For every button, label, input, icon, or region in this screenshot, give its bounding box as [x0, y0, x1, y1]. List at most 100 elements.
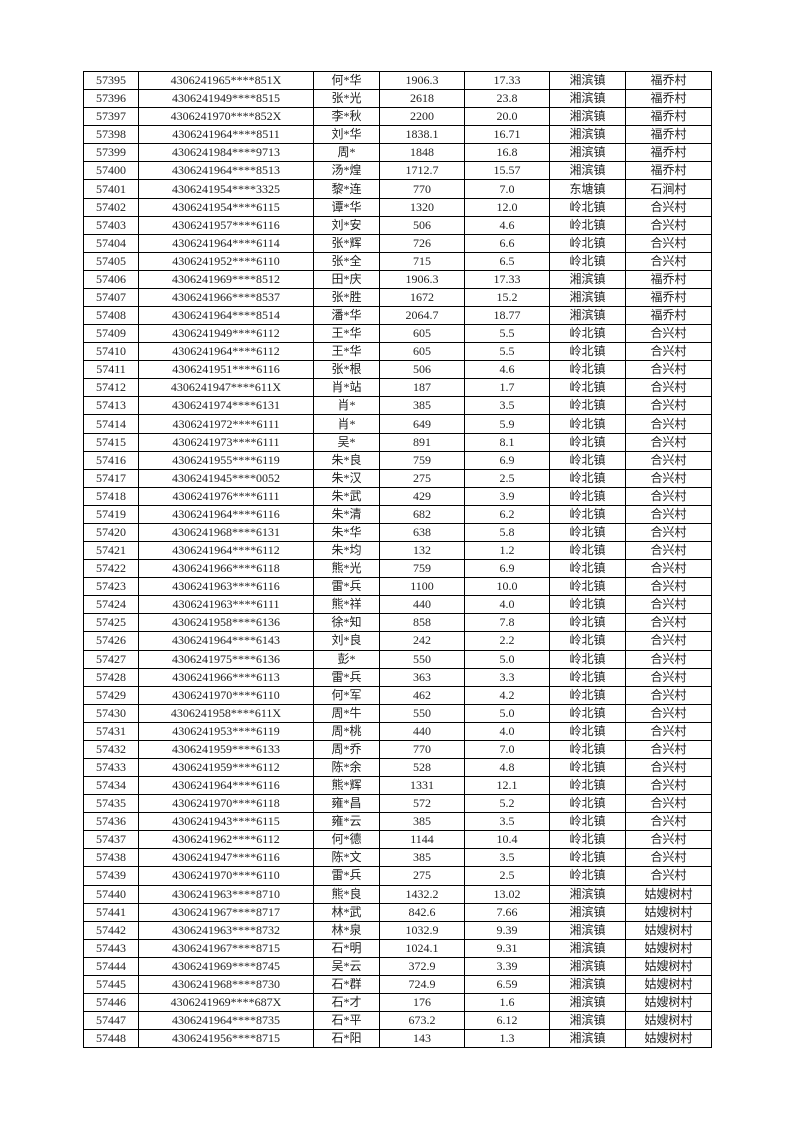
id-number-cell: 4306241964****8513	[138, 161, 314, 181]
name-cell: 石*明	[313, 938, 380, 958]
serial-number-cell: 57435	[83, 794, 139, 814]
amount-cell: 1331	[379, 776, 465, 796]
table-row: 57444 4306241969****8745 吴*云 372.9 3.39 湘滨镇 姑嫂…	[83, 956, 712, 976]
name-cell: 熊*光	[313, 559, 380, 579]
id-number-cell: 4306241967****8715	[138, 938, 314, 958]
serial-number-cell: 57415	[83, 432, 139, 452]
amount-cell: 759	[379, 450, 465, 470]
id-number-cell: 4306241947****611X	[138, 378, 314, 398]
table-row: 57397 4306241970****852X 李*秋 2200 20.0 湘滨镇 福乔村	[83, 107, 712, 127]
serial-number-cell: 57416	[83, 450, 139, 470]
table-row: 57407 4306241966****8537 张*胜 1672 15.2 湘滨镇 福乔村	[83, 287, 712, 308]
area-cell: 2.5	[464, 468, 550, 488]
town-cell: 岭北镇	[549, 667, 626, 687]
serial-number-cell: 57398	[83, 125, 139, 145]
area-cell: 15.2	[464, 287, 550, 308]
serial-number-cell: 57447	[83, 1011, 139, 1031]
name-cell: 林*泉	[313, 920, 380, 940]
name-cell: 张*胜	[313, 287, 380, 308]
village-cell: 合兴村	[625, 703, 712, 723]
town-cell: 湘滨镇	[549, 938, 626, 958]
town-cell: 岭北镇	[549, 432, 626, 452]
area-cell: 3.39	[464, 956, 550, 976]
serial-number-cell: 57422	[83, 559, 139, 579]
area-cell: 4.0	[464, 595, 550, 615]
town-cell: 湘滨镇	[549, 306, 626, 326]
village-cell: 合兴村	[625, 613, 712, 633]
name-cell: 周*	[313, 143, 380, 163]
village-cell: 姑嫂树村	[625, 974, 712, 994]
area-cell: 3.5	[464, 396, 550, 416]
table-row: 57401 4306241954****3325 黎*连 770 7.0 东塘镇 石涧村	[83, 179, 712, 199]
area-cell: 16.71	[464, 125, 550, 145]
amount-cell: 506	[379, 215, 465, 235]
amount-cell: 372.9	[379, 956, 465, 976]
town-cell: 岭北镇	[549, 468, 626, 488]
area-cell: 6.9	[464, 559, 550, 579]
table-row: 57396 4306241949****8515 张*光 2618 23.8 湘滨镇 福乔村	[83, 89, 712, 109]
amount-cell: 1144	[379, 830, 465, 850]
id-number-cell: 4306241949****8515	[138, 89, 314, 109]
town-cell: 岭北镇	[549, 721, 626, 741]
area-cell: 5.8	[464, 522, 550, 543]
town-cell: 湘滨镇	[549, 1011, 626, 1031]
area-cell: 5.5	[464, 342, 550, 362]
serial-number-cell: 57427	[83, 649, 139, 669]
amount-cell: 176	[379, 992, 465, 1013]
name-cell: 石*平	[313, 1011, 380, 1031]
amount-cell: 858	[379, 613, 465, 633]
name-cell: 陈*余	[313, 757, 380, 778]
village-cell: 合兴村	[625, 468, 712, 488]
serial-number-cell: 57409	[83, 324, 139, 344]
area-cell: 1.6	[464, 992, 550, 1013]
amount-cell: 440	[379, 721, 465, 741]
name-cell: 熊*祥	[313, 595, 380, 615]
town-cell: 岭北镇	[549, 595, 626, 615]
amount-cell: 673.2	[379, 1011, 465, 1031]
amount-cell: 1672	[379, 287, 465, 308]
amount-cell: 2200	[379, 107, 465, 127]
name-cell: 周*桃	[313, 721, 380, 741]
area-cell: 18.77	[464, 306, 550, 326]
name-cell: 何*华	[313, 70, 380, 91]
name-cell: 刘*华	[313, 125, 380, 145]
village-cell: 合兴村	[625, 233, 712, 253]
table-row: 57419 4306241964****6116 朱*清 682 6.2 岭北镇 合兴村	[83, 504, 712, 524]
village-cell: 合兴村	[625, 866, 712, 886]
table-row: 57447 4306241964****8735 石*平 673.2 6.12 湘滨镇 姑嫂…	[83, 1011, 712, 1031]
village-cell: 合兴村	[625, 649, 712, 669]
amount-cell: 891	[379, 432, 465, 452]
amount-cell: 462	[379, 685, 465, 705]
area-cell: 1.7	[464, 378, 550, 398]
village-cell: 合兴村	[625, 667, 712, 687]
area-cell: 6.12	[464, 1011, 550, 1031]
id-number-cell: 4306241969****687X	[138, 992, 314, 1013]
amount-cell: 363	[379, 667, 465, 687]
name-cell: 张*根	[313, 360, 380, 380]
village-cell: 合兴村	[625, 577, 712, 597]
id-number-cell: 4306241954****6115	[138, 197, 314, 217]
id-number-cell: 4306241962****6112	[138, 830, 314, 850]
town-cell: 岭北镇	[549, 486, 626, 506]
id-number-cell: 4306241969****8745	[138, 956, 314, 976]
area-cell: 3.5	[464, 812, 550, 832]
name-cell: 潘*华	[313, 306, 380, 326]
table-row: 57412 4306241947****611X 肖*站 187 1.7 岭北镇 合兴村	[83, 378, 712, 398]
village-cell: 福乔村	[625, 287, 712, 308]
amount-cell: 1320	[379, 197, 465, 217]
id-number-cell: 4306241966****6118	[138, 559, 314, 579]
village-cell: 福乔村	[625, 107, 712, 127]
amount-cell: 770	[379, 179, 465, 199]
town-cell: 岭北镇	[549, 830, 626, 850]
area-cell: 1.2	[464, 541, 550, 561]
name-cell: 熊*良	[313, 884, 380, 904]
table-row: 57438 4306241947****6116 陈*文 385 3.5 岭北镇 合兴村	[83, 848, 712, 868]
village-cell: 合兴村	[625, 396, 712, 416]
town-cell: 湘滨镇	[549, 920, 626, 940]
town-cell: 岭北镇	[549, 613, 626, 633]
id-number-cell: 4306241964****6114	[138, 233, 314, 253]
village-cell: 姑嫂树村	[625, 1029, 712, 1049]
village-cell: 姑嫂树村	[625, 992, 712, 1013]
amount-cell: 1712.7	[379, 161, 465, 181]
name-cell: 田*庆	[313, 269, 380, 289]
